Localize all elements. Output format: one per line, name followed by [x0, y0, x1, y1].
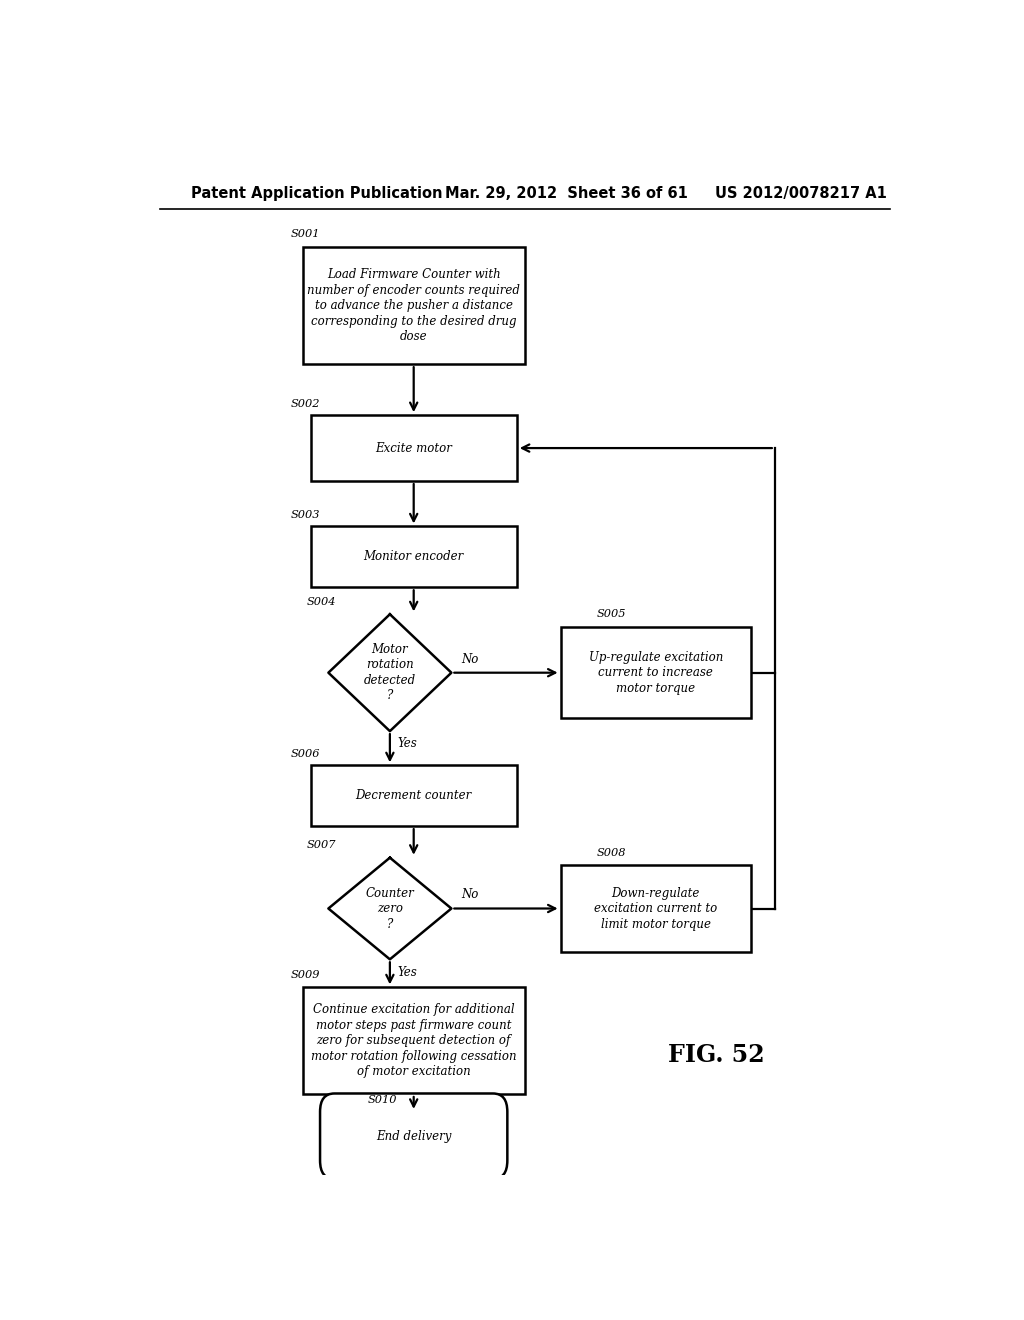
- Text: Patent Application Publication: Patent Application Publication: [191, 186, 443, 202]
- Text: FIG. 52: FIG. 52: [668, 1043, 764, 1067]
- Text: End delivery: End delivery: [376, 1130, 452, 1143]
- Text: S004: S004: [306, 597, 336, 607]
- Text: S009: S009: [291, 970, 321, 979]
- Text: Excite motor: Excite motor: [375, 442, 453, 454]
- Text: S008: S008: [596, 847, 626, 858]
- Text: Yes: Yes: [397, 738, 418, 750]
- Text: Up-regulate excitation
current to increase
motor torque: Up-regulate excitation current to increa…: [589, 651, 723, 694]
- Text: S007: S007: [306, 840, 336, 850]
- Text: S005: S005: [596, 609, 626, 619]
- Text: Mar. 29, 2012  Sheet 36 of 61: Mar. 29, 2012 Sheet 36 of 61: [445, 186, 688, 202]
- FancyBboxPatch shape: [310, 527, 517, 587]
- FancyBboxPatch shape: [310, 766, 517, 826]
- Polygon shape: [329, 614, 452, 731]
- Text: No: No: [461, 652, 478, 665]
- Text: US 2012/0078217 A1: US 2012/0078217 A1: [715, 186, 887, 202]
- Text: No: No: [461, 888, 478, 902]
- Text: Yes: Yes: [397, 966, 418, 978]
- Text: Down-regulate
excitation current to
limit motor torque: Down-regulate excitation current to limi…: [594, 887, 718, 931]
- Text: Counter
zero
?: Counter zero ?: [366, 887, 415, 931]
- FancyBboxPatch shape: [321, 1093, 507, 1179]
- Text: S006: S006: [291, 748, 321, 759]
- FancyBboxPatch shape: [303, 247, 524, 364]
- Text: S002: S002: [291, 400, 321, 409]
- FancyBboxPatch shape: [560, 627, 751, 718]
- Text: Load Firmware Counter with
number of encoder counts required
to advance the push: Load Firmware Counter with number of enc…: [307, 268, 520, 343]
- FancyBboxPatch shape: [303, 987, 524, 1094]
- Text: Decrement counter: Decrement counter: [355, 789, 472, 803]
- Text: Monitor encoder: Monitor encoder: [364, 550, 464, 564]
- Text: S010: S010: [368, 1094, 397, 1105]
- Text: S001: S001: [291, 228, 321, 239]
- Text: Continue excitation for additional
motor steps past firmware count
zero for subs: Continue excitation for additional motor…: [311, 1003, 516, 1078]
- Text: Motor
rotation
detected
?: Motor rotation detected ?: [364, 643, 416, 702]
- Text: S003: S003: [291, 511, 321, 520]
- FancyBboxPatch shape: [310, 414, 517, 480]
- FancyBboxPatch shape: [560, 866, 751, 952]
- Polygon shape: [329, 858, 452, 960]
